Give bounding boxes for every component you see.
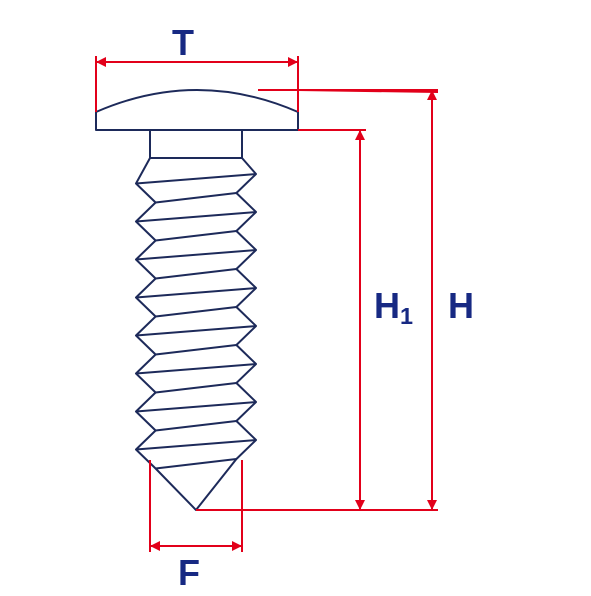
label-H-text: H	[448, 285, 474, 326]
technical-diagram: T H H1 F	[0, 0, 591, 591]
label-T: T	[172, 22, 194, 64]
diagram-svg	[0, 0, 591, 591]
label-T-text: T	[172, 22, 194, 63]
label-H1: H1	[374, 285, 413, 327]
label-H1-text: H	[374, 285, 400, 326]
label-H: H	[448, 285, 474, 327]
label-H1-sub: 1	[400, 303, 413, 329]
label-F-text: F	[178, 552, 200, 593]
label-F: F	[178, 552, 200, 594]
